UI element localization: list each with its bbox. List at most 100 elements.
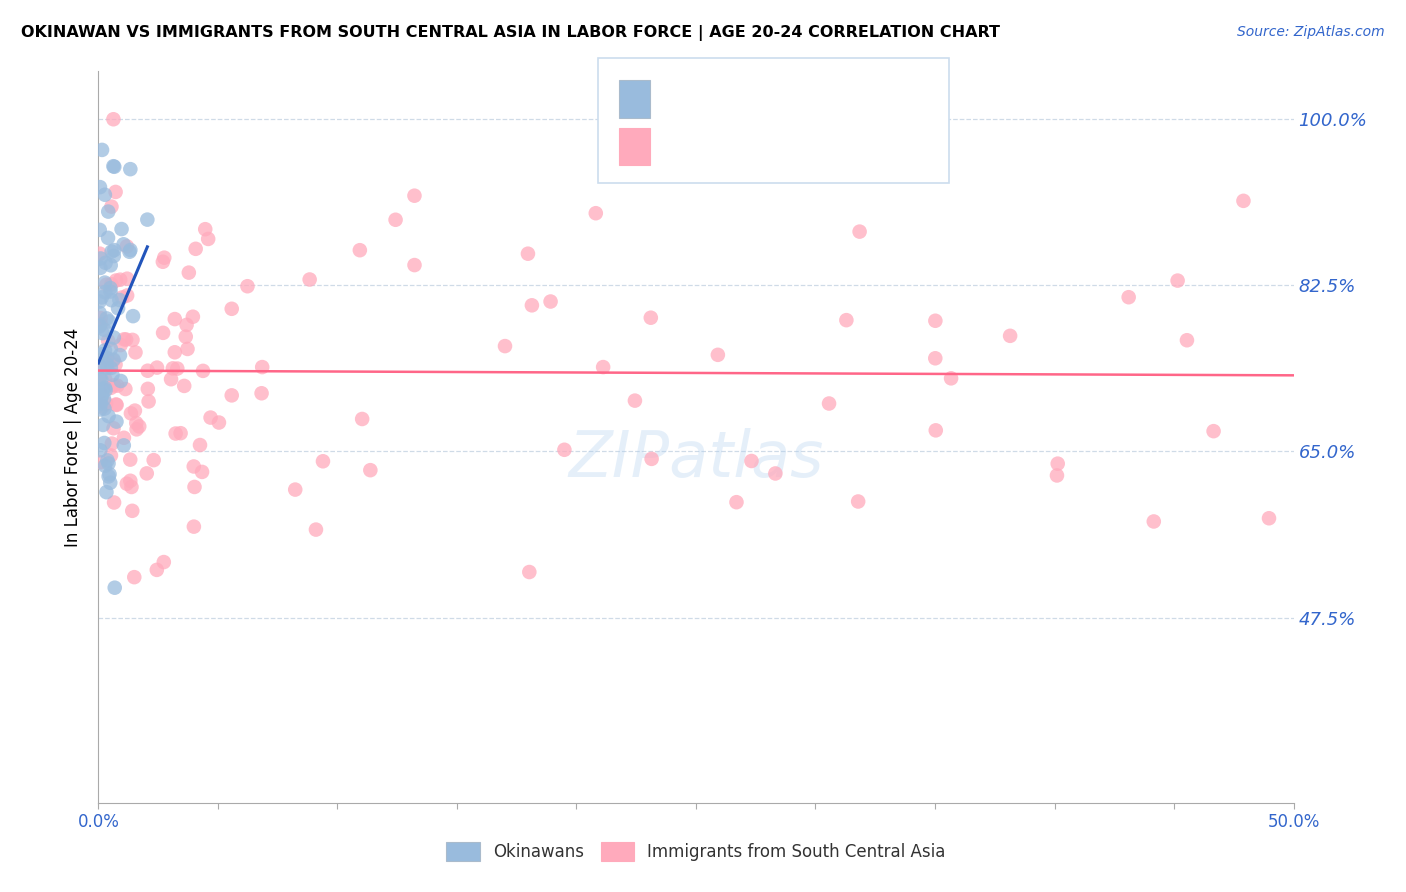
Point [924,314,946,328]
Point [94,276,117,290]
Point [100,244,122,259]
Point [924,351,946,366]
Point [125,422,148,436]
Point [740,454,762,468]
Point [100,293,122,308]
Point [349,243,371,257]
Point [97,353,120,368]
Point [197,232,219,246]
Point [89,371,111,385]
Point [100,258,122,272]
Point [103,112,125,127]
Point [100,449,122,463]
Point [94,383,117,397]
Point [94,343,117,358]
Point [96,277,118,292]
Point [1046,457,1069,471]
Point [103,243,125,257]
Point [100,361,122,376]
Point [96,351,118,365]
Point [135,467,157,481]
Point [120,474,142,488]
Point [94,396,117,410]
Point [152,326,174,340]
Point [90,391,112,405]
Point [592,360,614,375]
Point [94,458,117,473]
Point [124,570,146,584]
Point [103,249,125,263]
Text: OKINAWAN VS IMMIGRANTS FROM SOUTH CENTRAL ASIA IN LABOR FORCE | AGE 20-24 CORREL: OKINAWAN VS IMMIGRANTS FROM SOUTH CENTRA… [21,25,1000,41]
Point [108,273,131,287]
Point [183,519,205,533]
Point [90,397,112,411]
Point [90,372,112,386]
Point [103,378,125,392]
Point [94,187,117,202]
Point [90,391,112,405]
Point [91,347,114,361]
Point [725,495,748,509]
Point [89,306,111,320]
Point [98,314,121,328]
Text: 0.356: 0.356 [706,94,775,112]
Point [97,469,120,483]
Point [110,222,132,236]
Point [284,483,307,497]
Text: N =: N = [768,94,824,112]
Point [404,188,426,202]
Point [89,396,111,410]
Point [100,381,122,395]
Point [103,421,125,435]
Point [153,555,176,569]
Point [91,326,114,341]
Point [100,285,122,299]
Point [101,436,124,450]
Point [1175,333,1198,347]
Point [221,301,243,316]
Point [312,454,335,468]
Point [236,279,259,293]
Point [359,463,381,477]
Point [553,442,575,457]
Point [176,342,198,356]
Point [624,393,647,408]
Point [1118,290,1140,304]
Point [640,310,662,325]
Point [1232,194,1254,208]
Point [103,353,125,368]
Point [96,360,118,375]
Point [89,388,111,402]
Point [97,231,120,245]
Point [96,485,118,500]
Point [191,364,214,378]
Point [96,357,118,371]
Point [120,243,142,257]
Point [89,443,111,458]
Point [939,371,962,385]
Point [121,333,143,347]
Point [103,159,125,173]
Point [136,364,159,378]
Point [998,328,1021,343]
Point [112,438,135,452]
Point [250,386,273,401]
Point [96,453,118,467]
Point [494,339,516,353]
Point [105,398,128,412]
Point [89,402,111,417]
Point [89,319,111,334]
Point [181,310,204,324]
Text: -0.024: -0.024 [706,141,775,160]
Point [111,290,134,304]
Point [112,431,135,445]
Point [124,403,146,417]
Point [89,318,111,333]
Point [89,359,111,373]
Point [105,378,128,392]
Point [153,251,176,265]
Point [166,361,188,376]
Point [90,290,112,304]
Point [120,406,142,420]
Point [89,294,111,309]
